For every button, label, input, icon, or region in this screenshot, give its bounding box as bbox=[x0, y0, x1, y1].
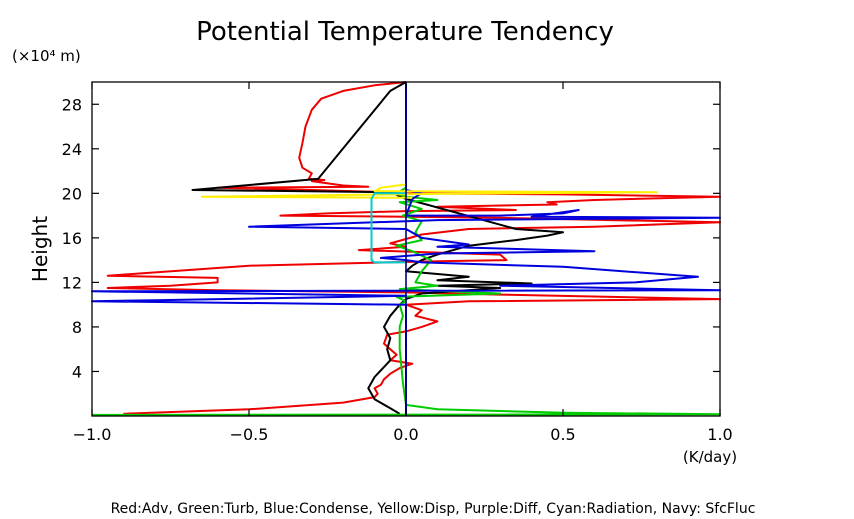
series-line-1 bbox=[106, 81, 721, 415]
x-tick-label: −1.0 bbox=[73, 425, 112, 444]
legend-caption: Red:Adv, Green:Turb, Blue:Condense, Yell… bbox=[111, 501, 756, 517]
chart-title: Potential Temperature Tendency bbox=[196, 17, 614, 47]
axis-layer: −1.0 −0.5 0.0 0.5 1.0 4 8 12 16 20 24 28 bbox=[62, 81, 733, 444]
series-layer bbox=[91, 81, 721, 416]
x-tick-label: −0.5 bbox=[230, 425, 269, 444]
x-tick-label: 0.0 bbox=[393, 425, 418, 444]
series-line-6 bbox=[370, 192, 406, 264]
y-tick-label: 4 bbox=[72, 362, 82, 381]
y-tick-label: 28 bbox=[62, 95, 82, 114]
x-unit-label: (K/day) bbox=[683, 448, 737, 466]
y-tick-label: 8 bbox=[72, 318, 82, 337]
y-tick-label: 24 bbox=[62, 140, 82, 159]
y-tick-label: 20 bbox=[62, 184, 82, 203]
y-unit-label: (×10⁴ m) bbox=[12, 47, 81, 65]
series-line-2 bbox=[191, 81, 564, 415]
series-line-5 bbox=[200, 183, 659, 199]
y-axis-label: Height bbox=[28, 216, 52, 282]
series-line-4 bbox=[91, 82, 721, 416]
y-tick-label: 12 bbox=[62, 273, 82, 292]
x-tick-label: 1.0 bbox=[707, 425, 732, 444]
x-tick-label: 0.5 bbox=[550, 425, 575, 444]
series-line-3 bbox=[91, 82, 721, 416]
y-tick-label: 16 bbox=[62, 229, 82, 248]
